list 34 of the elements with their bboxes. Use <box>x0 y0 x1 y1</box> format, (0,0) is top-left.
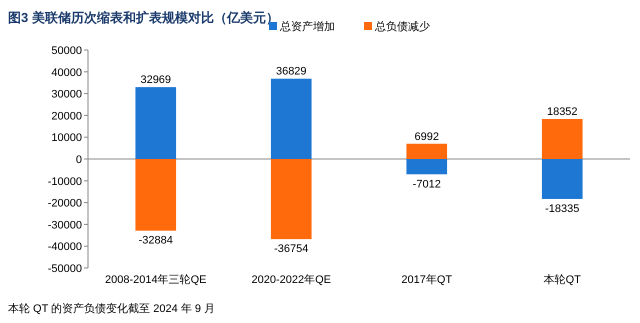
data-label: 36829 <box>276 66 307 78</box>
y-tick-label: 20000 <box>51 110 82 122</box>
bar <box>542 118 583 159</box>
y-tick-label: 40000 <box>51 66 82 79</box>
legend-label: 总负债减少 <box>374 20 430 33</box>
y-tick-label: -10000 <box>48 176 82 188</box>
y-tick-label: -20000 <box>48 198 82 210</box>
bar <box>542 159 583 199</box>
x-tick-label: 2008-2014年三轮QE <box>105 274 206 286</box>
x-tick-label: 2020-2022年QE <box>252 274 331 286</box>
bar <box>270 78 312 159</box>
data-label: 18352 <box>546 106 578 118</box>
y-tick-label: 10000 <box>51 132 82 144</box>
y-tick-label: 30000 <box>51 88 82 101</box>
bar <box>135 87 176 159</box>
bar <box>406 144 448 159</box>
data-label: -18335 <box>545 202 580 215</box>
data-label: -36754 <box>274 243 308 256</box>
data-label: 6992 <box>414 130 439 143</box>
x-tick-label: 2017年QT <box>401 274 452 286</box>
data-label: -7012 <box>412 178 441 190</box>
y-tick-label: 50000 <box>51 45 82 57</box>
y-tick-label: -50000 <box>48 263 82 275</box>
bar <box>135 159 176 231</box>
x-tick-label: 本轮QT <box>544 273 582 286</box>
bar <box>406 159 448 174</box>
bar <box>270 159 312 240</box>
text: 本轮 QT 的资产负债变化截至 2024 年 9 月 <box>8 302 216 315</box>
y-tick-label: 0 <box>76 154 82 166</box>
y-tick-label: -40000 <box>48 241 82 254</box>
legend-label: 总资产增加 <box>279 20 335 33</box>
data-label: -32884 <box>138 234 173 247</box>
data-label: 32969 <box>140 74 172 86</box>
y-tick-label: -30000 <box>48 219 82 232</box>
